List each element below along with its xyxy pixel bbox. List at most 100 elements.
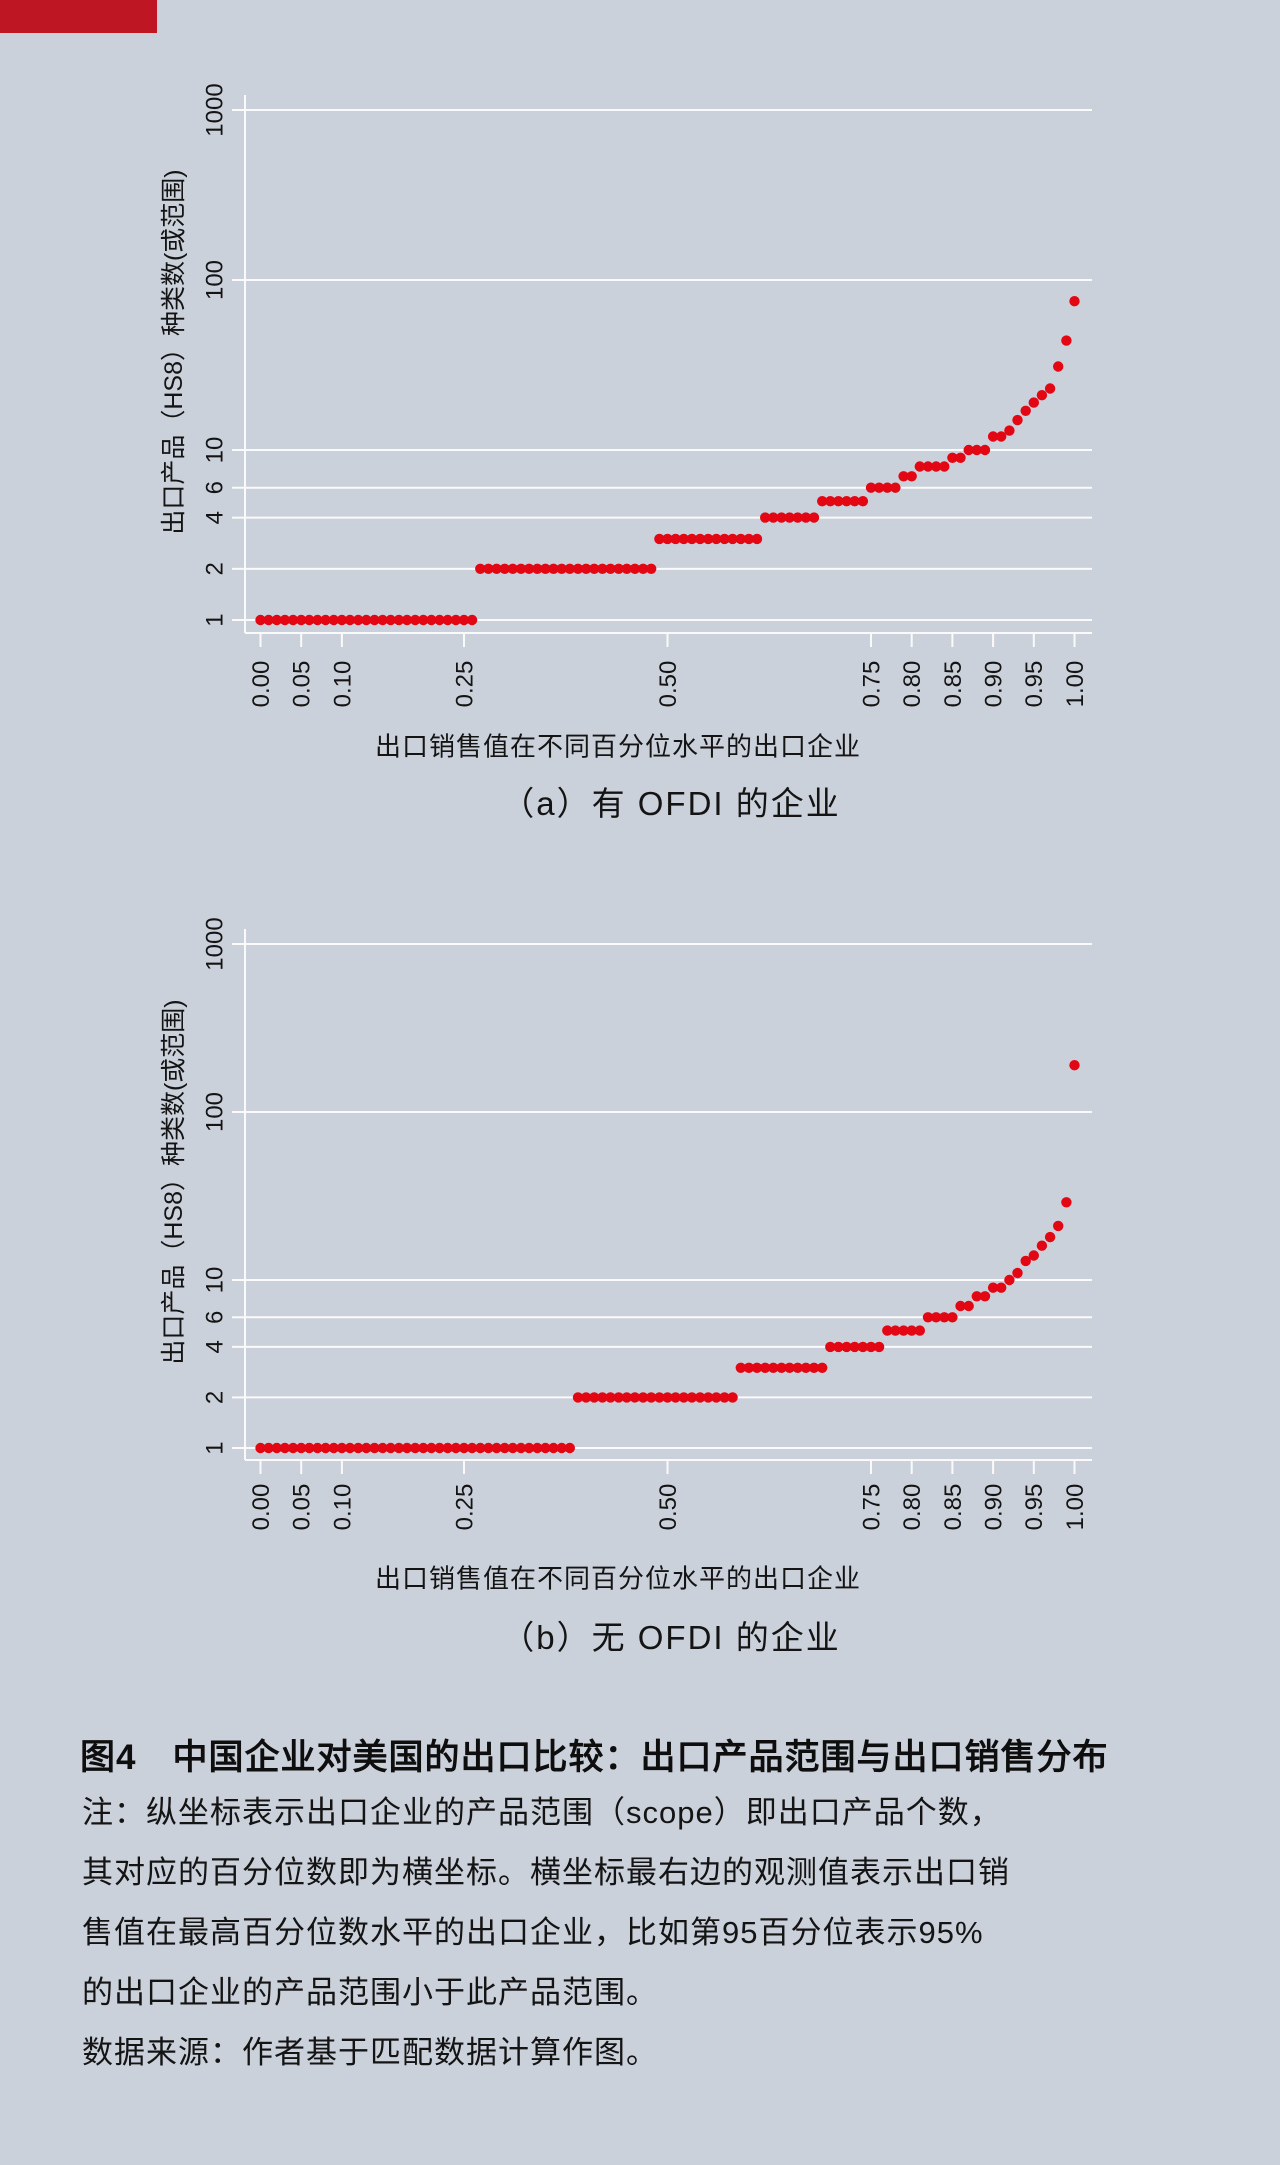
data-point (507, 1442, 518, 1454)
data-point (792, 512, 803, 523)
data-point (589, 1392, 600, 1403)
x-tick-label: 0.75 (858, 661, 885, 708)
data-point (377, 614, 388, 626)
data-point (686, 1392, 698, 1403)
data-point (515, 563, 527, 574)
data-point (1036, 390, 1048, 401)
figure-note-line-1: 注：纵坐标表示出口企业的产品范围（scope）即出口产品个数， (82, 1795, 1002, 1830)
data-point (499, 563, 510, 574)
data-point (523, 563, 535, 574)
data-point (271, 614, 282, 626)
data-point (898, 1325, 909, 1336)
data-point (760, 1362, 771, 1374)
data-point (882, 1325, 893, 1336)
data-point (312, 1442, 323, 1454)
axes (244, 929, 1092, 1474)
data-point (605, 563, 616, 574)
data-point (263, 1442, 274, 1454)
data-point (662, 533, 673, 545)
data-point (768, 1362, 779, 1374)
figure-caption: 图4 中国企业对美国的出口比较：出口产品范围与出口销售分布 (80, 1738, 1109, 1777)
data-point (597, 563, 608, 574)
data-point (532, 1442, 543, 1454)
data-point (466, 1442, 478, 1454)
data-point (1020, 405, 1031, 416)
data-point (629, 1392, 641, 1403)
data-point (385, 614, 396, 626)
data-point (654, 1392, 665, 1403)
data-point (914, 1325, 925, 1336)
data-point (873, 1341, 885, 1353)
x-tick-label: 0.90 (981, 661, 1008, 708)
y-tick-label: 10 (201, 437, 228, 464)
data-point (694, 1392, 706, 1403)
data-point (637, 1392, 649, 1403)
data-point (499, 1442, 510, 1454)
data-point (703, 1392, 714, 1403)
data-point (670, 1392, 681, 1403)
data-point (1020, 1255, 1031, 1267)
data-point (263, 614, 274, 626)
data-point (865, 1341, 877, 1353)
data-point (841, 1341, 852, 1353)
x-tick-label: 0.95 (1021, 661, 1048, 708)
data-point (841, 496, 852, 507)
data-point (987, 431, 999, 442)
data-point (296, 1442, 307, 1454)
data-point (621, 1392, 632, 1403)
data-point (670, 533, 681, 545)
data-point (271, 1442, 282, 1454)
data-point (971, 444, 982, 456)
y-tick-label: 1000 (201, 917, 228, 970)
data-point (1053, 1220, 1064, 1232)
data-point (947, 452, 958, 463)
data-point (287, 1442, 299, 1454)
data-point (955, 452, 966, 463)
data-point (1061, 1197, 1072, 1208)
data-point (483, 563, 494, 574)
data-point (418, 1442, 429, 1454)
y-tick-label: 100 (201, 1092, 228, 1132)
data-point (849, 1341, 860, 1353)
x-tick-label: 0.25 (451, 1484, 478, 1531)
data-points (255, 296, 1080, 626)
data-point (979, 444, 991, 456)
data-point (646, 1392, 657, 1403)
data-point (564, 1442, 575, 1454)
data-point (361, 1442, 372, 1454)
data-point (857, 496, 869, 507)
data-point (662, 1392, 673, 1403)
data-point (572, 1392, 584, 1403)
data-point (898, 471, 909, 482)
data-point (458, 614, 470, 626)
data-point (930, 461, 942, 472)
data-point (719, 1392, 730, 1403)
x-tick-label: 1.00 (1062, 661, 1089, 708)
data-point (287, 614, 299, 626)
data-point (515, 1442, 527, 1454)
data-point (556, 563, 567, 574)
data-point (963, 1300, 974, 1312)
top-accent-bar (0, 0, 157, 33)
chart-a-ylabel: 出口产品（HS8）种类数(或范围) (160, 169, 188, 535)
data-point (369, 1442, 380, 1454)
y-tick-label: 4 (201, 511, 228, 524)
x-tick-label: 0.10 (329, 661, 356, 708)
y-tick-label: 10 (201, 1267, 228, 1294)
data-point (426, 1442, 437, 1454)
data-point (922, 1312, 934, 1323)
data-point (963, 444, 974, 456)
data-point (833, 496, 844, 507)
data-point (613, 563, 624, 574)
data-point (760, 512, 771, 523)
data-point (906, 1325, 917, 1336)
data-point (450, 614, 462, 626)
data-point (922, 461, 934, 472)
data-point (857, 1341, 869, 1353)
data-point (312, 614, 323, 626)
data-point (727, 533, 738, 545)
data-point (817, 1362, 828, 1374)
data-point (613, 1392, 624, 1403)
x-tick-label: 0.50 (655, 1484, 682, 1531)
y-tick-label: 6 (201, 1311, 228, 1324)
